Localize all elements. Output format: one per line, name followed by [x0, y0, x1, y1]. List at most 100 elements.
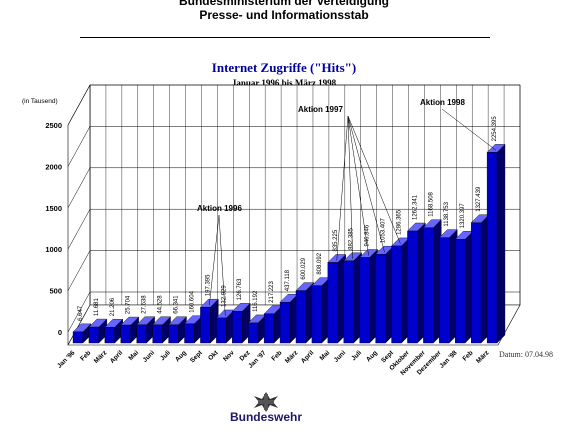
bar-front	[136, 324, 147, 344]
bar-front	[216, 317, 227, 344]
bar-front	[470, 222, 482, 344]
annotation-line	[347, 115, 353, 259]
x-tick-label: Jan '98	[438, 349, 459, 370]
annotation-line	[347, 115, 385, 253]
data-label: 437.118	[285, 269, 291, 291]
y-tick-label: 2500	[45, 121, 62, 130]
bar-12	[263, 305, 283, 344]
x-tick-label: Sept	[189, 349, 205, 365]
data-label: 132.929	[221, 285, 227, 307]
bar-20	[391, 237, 410, 344]
data-label: 126.763	[237, 278, 243, 300]
bar-front	[311, 285, 322, 344]
bar-22	[422, 219, 442, 344]
annotation-label: Aktion 1997	[298, 105, 343, 114]
data-label: 1327.439	[476, 186, 482, 212]
bar-21	[406, 222, 426, 344]
bar-8	[199, 298, 219, 344]
bar-front	[152, 324, 163, 344]
data-label: 1168.508	[428, 191, 434, 216]
data-label: 11.681	[94, 297, 100, 316]
data-label: 1262.341	[412, 194, 418, 220]
annotation-line	[218, 214, 226, 316]
x-tick-label: Okt	[207, 349, 220, 362]
data-label: 1286.365	[396, 209, 402, 235]
x-tick-label: Dez	[238, 349, 252, 363]
data-label: 1320.397	[460, 203, 466, 229]
gridline-side-2	[67, 209, 91, 250]
header-divider	[80, 37, 490, 38]
bar-front	[359, 257, 370, 344]
y-tick-label: 500	[49, 287, 62, 296]
bar-front	[327, 262, 338, 344]
bar-front	[455, 239, 466, 344]
bar-14	[295, 282, 315, 344]
bar-front	[88, 326, 100, 344]
gridline-side-1	[67, 250, 91, 291]
bar-front	[200, 306, 211, 344]
gridline-side-4	[67, 126, 91, 167]
annotation-label: Aktion 1998	[420, 98, 465, 107]
x-tick-label: April	[300, 349, 316, 365]
bundeswehr-cross-logo-icon	[254, 392, 278, 412]
bar-24	[454, 230, 474, 344]
x-tick-label: Feb	[270, 349, 283, 362]
data-label: 946.846	[365, 224, 371, 246]
gridline-side-5	[67, 84, 91, 126]
x-tick-label: Juli	[350, 349, 363, 362]
bar-front	[263, 313, 275, 344]
bar-front	[72, 331, 84, 344]
y-tick-label: 0	[58, 328, 62, 337]
data-label: 66.341	[174, 295, 180, 314]
annotation-label: Aktion 1996	[197, 204, 242, 213]
x-tick-label: Feb	[79, 349, 92, 362]
data-label: 2254.395	[492, 116, 498, 142]
bar-19	[375, 245, 394, 344]
data-label: 835.225	[333, 229, 339, 251]
ministry-title: Bundesministerium der Verteidigung	[178, 0, 390, 8]
bar-18	[359, 249, 379, 344]
chart-subtitle: Januar 1996 bis März 1998	[231, 78, 337, 88]
annotation-line	[441, 108, 497, 151]
bar-front	[375, 253, 386, 344]
data-label: 1053.407	[381, 218, 387, 244]
bar-front	[486, 152, 498, 344]
x-tick-label: Mai	[128, 349, 141, 362]
bar-side	[496, 143, 506, 344]
bar-front	[232, 311, 243, 344]
x-tick-label: Feb	[461, 349, 474, 362]
bar-17	[343, 252, 363, 344]
y-axis-label: (in Tausend)	[22, 98, 58, 105]
bar-26	[486, 143, 506, 344]
bar-front	[120, 324, 131, 344]
x-tick-label: März	[284, 349, 300, 365]
date-label: Datum: 07.04.98	[499, 350, 553, 359]
x-tick-label: Aug	[365, 349, 379, 363]
gridline-side-3	[67, 167, 91, 208]
bar-front	[295, 290, 307, 344]
annotation-line	[209, 214, 220, 306]
bar-front	[343, 260, 354, 344]
data-label: 27.638	[142, 295, 148, 314]
x-tick-label: Juli	[159, 349, 172, 362]
bar-front	[168, 324, 179, 344]
chart-title: Internet Zugriffe ("Hits")	[211, 60, 357, 75]
bar-front	[104, 327, 115, 344]
bar-front	[279, 302, 291, 344]
data-label: 25.704	[126, 295, 132, 314]
bar-front	[407, 230, 418, 344]
y-tick-label: 2000	[45, 162, 62, 171]
data-label: 160.604	[189, 290, 195, 312]
data-label: 21.206	[110, 297, 116, 316]
x-tick-label: Nov	[222, 349, 236, 363]
x-tick-label: Juni	[333, 349, 348, 364]
brand-label: Bundeswehr	[229, 410, 302, 424]
annotation-line	[347, 115, 369, 256]
bar-10	[231, 302, 251, 344]
x-tick-label: April	[109, 349, 125, 365]
data-label: 600.029	[301, 257, 307, 279]
annotation-line	[336, 115, 349, 261]
annotation-line	[347, 115, 401, 245]
data-label: 6.647	[78, 305, 84, 321]
